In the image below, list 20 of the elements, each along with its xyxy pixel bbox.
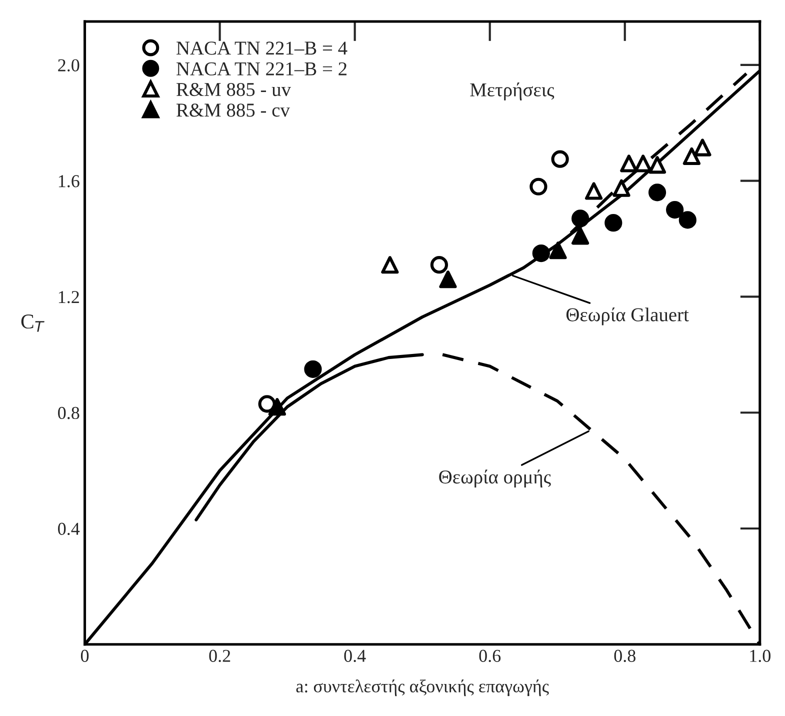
x-tick-label: 0.8 (614, 650, 636, 662)
x-tick-label: 1.0 (750, 650, 770, 662)
legend-label: R&M 885 - cv (176, 104, 290, 117)
annotation: Θεωρία Glauert (566, 307, 689, 326)
y-tick-label: 2.0 (58, 59, 80, 72)
y-axis-title: C$_{T}$ (21, 314, 44, 332)
y-tick-label: 0.4 (58, 522, 80, 536)
x-tick-label: 0.2 (209, 650, 230, 662)
x-tick-label: 0.4 (344, 650, 366, 662)
x-axis-title: a: συντελεστής αξονικής επαγωγής (296, 680, 549, 696)
x-tick-label: 0.6 (479, 650, 501, 662)
y-tick-label: 0.8 (58, 406, 80, 420)
legend-label: NACA TN 221–B = 4 (176, 42, 348, 55)
annotation: Θεωρία ορμής (439, 470, 551, 488)
y-tick-label: 1.2 (58, 291, 79, 304)
legend-label: NACA TN 221–B = 2 (176, 62, 346, 76)
x-tick-label: 0 (80, 650, 89, 662)
annotation: Μετρήσεις (470, 82, 554, 100)
legend-label: R&M 885 - uv (176, 82, 292, 96)
y-tick-label: 1.6 (58, 175, 80, 188)
